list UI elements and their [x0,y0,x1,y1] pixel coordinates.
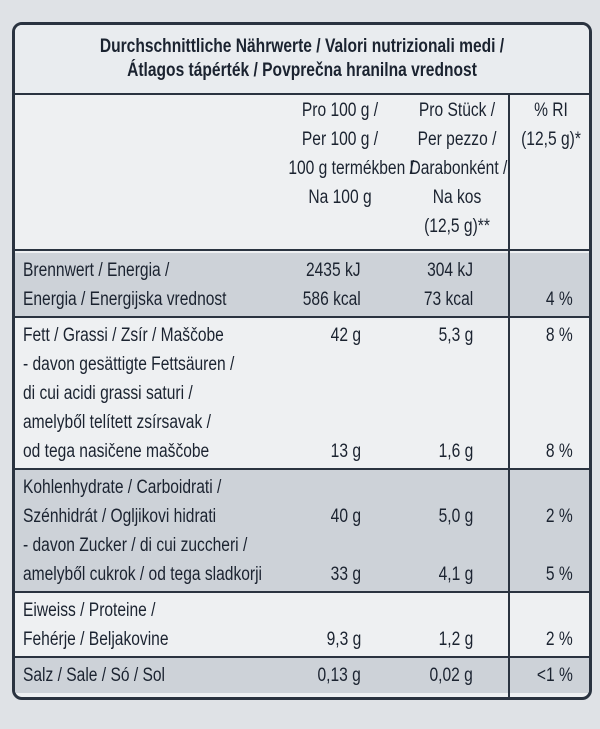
value-per-piece: 5,3 g [438,325,473,346]
header-cell: Per 100 g / [301,129,379,150]
nutrient-label: Fehérje / Beljakovine [23,629,169,650]
value-per-100g: 586 kcal [302,289,361,310]
value-ri: 8 % [546,441,573,462]
value-per-piece: 1,2 g [438,629,473,650]
row-group [15,593,589,657]
nutrient-label: - davon Zucker / di cui zuccheri / [23,535,248,556]
value-per-piece: 0,02 g [429,665,473,686]
value-per-100g: 2435 kJ [306,260,361,281]
header-cell: 100 g termékben / [288,158,414,179]
header-cell: % RI [534,100,568,121]
nutrient-label: amelyből cukrok / od tega sladkorji [23,564,263,585]
value-per-piece: 304 kJ [427,260,473,281]
value-per-piece: 73 kcal [423,289,473,310]
value-ri: 2 % [546,629,573,650]
row-rule [15,468,589,470]
nutrient-label: Eiweiss / Proteine / [23,600,156,621]
nutrient-label: Brennwert / Energia / [23,260,170,281]
header-cell: (12,5 g)** [424,216,490,237]
nutrient-label: od tega nasičene maščobe [23,441,210,462]
value-ri: 4 % [546,289,573,310]
nutrient-label: di cui acidi grassi saturi / [23,383,193,404]
row-rule [15,316,589,318]
nutrient-label: Kohlenhydrate / Carboidrati / [23,477,222,498]
title-band [15,25,589,93]
value-per-100g: 42 g [330,325,361,346]
nutrient-label: amelyből telített zsírsavak / [23,412,211,433]
row-group [15,318,589,469]
row-rule [15,591,589,593]
title-rule [15,93,589,95]
row-group [15,253,589,317]
header-cell: Darabonként / [409,158,508,179]
row-group [15,658,589,693]
header-cell: (12,5 g)* [521,129,581,150]
value-per-100g: 0,13 g [317,665,361,686]
value-ri: <1 % [537,665,573,686]
nutrition-label: Durchschnittliche Nährwerte / Valori nut… [12,22,592,700]
nutrient-label: Salz / Sale / Só / Sol [23,665,166,686]
value-per-100g: 9,3 g [326,629,361,650]
value-per-100g: 33 g [330,564,361,585]
value-per-100g: 40 g [330,506,361,527]
nutrient-label: - davon gesättigte Fettsäuren / [23,354,235,375]
column-rule [508,93,510,697]
value-ri: 5 % [546,564,573,585]
title: Átlagos tápérték / Povprečna hranilna vr… [127,60,477,81]
row-group [15,470,589,592]
header-cell: Pro Stück / [418,100,496,121]
header-cell: Na kos [432,187,482,208]
header-cell: Per pezzo / [417,129,497,150]
value-ri: 2 % [546,506,573,527]
header-cell: Pro 100 g / [301,100,379,121]
value-per-piece: 4,1 g [438,564,473,585]
nutrient-label: Fett / Grassi / Zsír / Maščobe [23,325,224,346]
value-per-100g: 13 g [330,441,361,462]
value-per-piece: 5,0 g [438,506,473,527]
value-per-piece: 1,6 g [438,441,473,462]
header-cell: Na 100 g [308,187,372,208]
header-rule [15,249,589,251]
nutrient-label: Energia / Energijska vrednost [23,289,227,310]
value-ri: 8 % [546,325,573,346]
nutrient-label: Szénhidrát / Ogljikovi hidrati [23,506,217,527]
title: Durchschnittliche Nährwerte / Valori nut… [99,36,505,57]
row-rule [15,656,589,658]
